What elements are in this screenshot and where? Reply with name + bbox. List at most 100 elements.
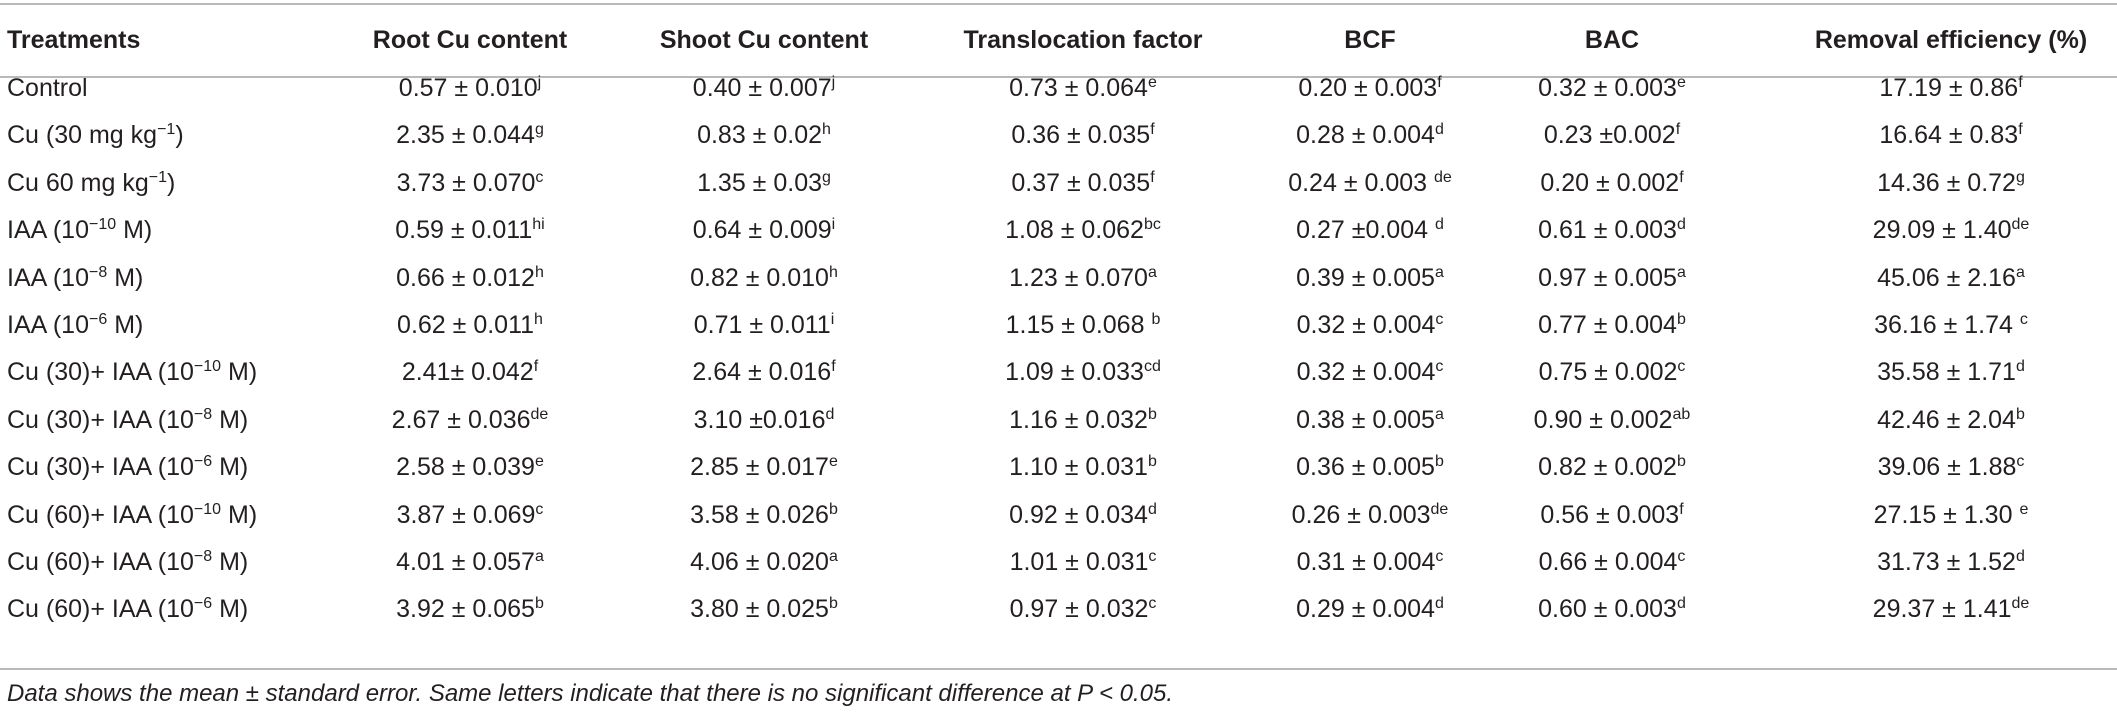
text: 0.38 ± 0.005 (1296, 405, 1435, 434)
superscript: h (534, 263, 544, 281)
superscript: f (1150, 121, 1155, 139)
superscript: −10 (89, 216, 117, 234)
superscript: f (1150, 168, 1155, 186)
text: BCF (1344, 26, 1396, 54)
text: 17.19 ± 0.86 (1879, 74, 2019, 102)
text: Cu (30)+ IAA (10 (7, 405, 194, 434)
text: 3.87 ± 0.069 (396, 500, 536, 529)
text: 35.58 ± 1.71 (1877, 358, 2016, 387)
value-cell: 45.06 ± 2.16a (1877, 255, 2025, 302)
superscript: −8 (193, 405, 213, 423)
treatment: IAA (10−10 M) (7, 207, 152, 254)
value-cell: 0.66 ± 0.004c (1539, 539, 1686, 586)
text: Cu (30)+ IAA (10 (7, 358, 194, 387)
text: 0.37 ± 0.035 (1011, 168, 1151, 197)
superscript: d (1434, 121, 1444, 139)
text: M) (107, 311, 144, 339)
treatment: Cu (30)+ IAA (10−10 M) (7, 349, 257, 396)
text: Shoot Cu content (659, 26, 869, 54)
treatment: Cu (30)+ IAA (10−8 M) (7, 397, 248, 444)
column-header: BAC (1585, 17, 1639, 64)
superscript: c (2019, 311, 2028, 328)
text: 0.64 ± 0.009 (692, 216, 832, 245)
value-cell: 0.24 ± 0.003 de (1288, 160, 1452, 207)
value-cell: 0.39 ± 0.005a (1296, 255, 1444, 302)
text: 1.23 ± 0.070 (1009, 263, 1148, 292)
value-cell: 0.92 ± 0.034d (1009, 492, 1157, 539)
value-cell: 3.92 ± 0.065b (396, 586, 544, 633)
text: 0.62 ± 0.011 (397, 311, 535, 339)
superscript: −6 (89, 311, 108, 328)
superscript: d (1676, 595, 1686, 613)
superscript: g (822, 168, 831, 186)
text: M) (107, 263, 144, 292)
column-header: Shoot Cu content (660, 17, 868, 64)
superscript: ab (1672, 405, 1691, 423)
text: 1.09 ± 0.033 (1005, 358, 1144, 387)
superscript: d (1676, 216, 1686, 234)
superscript: de (2011, 216, 2030, 234)
header-rule (0, 76, 2117, 78)
treatment: Cu 60 mg kg−1) (7, 160, 175, 207)
superscript: h (828, 263, 838, 281)
superscript: f (533, 358, 539, 376)
value-cell: 27.15 ± 1.30 e (1874, 492, 2029, 539)
text: Cu (60)+ IAA (10 (7, 548, 194, 576)
text: 3.73 ± 0.070 (396, 168, 536, 197)
value-cell: 4.06 ± 0.020a (690, 539, 838, 586)
value-cell: 2.67 ± 0.036de (392, 397, 549, 444)
text: 2.35 ± 0.044 (396, 121, 535, 150)
text: 3.58 ± 0.026 (690, 500, 829, 529)
value-cell: 1.08 ± 0.062bc (1005, 207, 1161, 254)
text: Control (7, 74, 88, 102)
value-cell: 0.40 ± 0.007j (693, 65, 835, 112)
text: 2.41± 0.042 (401, 358, 534, 387)
text: 0.31 ± 0.004 (1296, 548, 1436, 576)
value-cell: 17.19 ± 0.86f (1879, 65, 2022, 112)
value-cell: 14.36 ± 0.72g (1877, 160, 2025, 207)
superscript: b (828, 595, 838, 613)
superscript: b (1147, 453, 1157, 471)
value-cell: 0.82 ± 0.010h (690, 255, 838, 302)
superscript: cd (1143, 358, 1161, 376)
value-cell: 0.71 ± 0.011i (694, 302, 835, 349)
value-cell: 35.58 ± 1.71d (1877, 349, 2025, 396)
text: 0.66 ± 0.004 (1538, 548, 1678, 576)
top-rule (0, 3, 2117, 5)
superscript: c (535, 168, 544, 186)
value-cell: 0.59 ± 0.011hi (395, 207, 544, 254)
superscript: f (1679, 500, 1684, 518)
text: 4.01 ± 0.057 (396, 548, 535, 576)
text: 2.58 ± 0.039 (396, 453, 535, 482)
superscript: i (830, 311, 835, 328)
superscript: d (825, 405, 835, 423)
superscript: d (1147, 500, 1157, 518)
value-cell: 0.56 ± 0.003f (1540, 492, 1683, 539)
superscript: f (831, 358, 836, 376)
superscript: a (1434, 405, 1444, 423)
text: Root Cu content (372, 26, 568, 54)
text: 0.20 ± 0.002 (1540, 168, 1680, 197)
text: 0.57 ± 0.010 (398, 74, 538, 102)
superscript: c (1148, 595, 1157, 613)
superscript: −10 (193, 500, 222, 518)
text: 2.85 ± 0.017 (690, 453, 829, 482)
text: 0.40 ± 0.007 (692, 74, 832, 102)
text: 3.80 ± 0.025 (690, 595, 829, 624)
text: 1.08 ± 0.062 (1005, 216, 1144, 245)
superscript: f (1437, 74, 1442, 91)
text: 0.32 ± 0.004 (1296, 358, 1436, 387)
value-cell: 2.85 ± 0.017e (690, 444, 838, 491)
value-cell: 0.90 ± 0.002ab (1534, 397, 1691, 444)
value-cell: 1.09 ± 0.033cd (1005, 349, 1161, 396)
superscript: c (1435, 311, 1444, 328)
superscript: h (534, 311, 543, 328)
text: 14.36 ± 0.72 (1877, 168, 2016, 197)
value-cell: 0.36 ± 0.035f (1011, 112, 1154, 159)
value-cell: 0.83 ± 0.02h (697, 112, 831, 159)
text: 0.27 ±0.004 (1296, 216, 1435, 245)
text: 2.64 ± 0.016 (692, 358, 832, 387)
value-cell: 0.97 ± 0.005a (1538, 255, 1686, 302)
superscript: −8 (89, 263, 108, 281)
